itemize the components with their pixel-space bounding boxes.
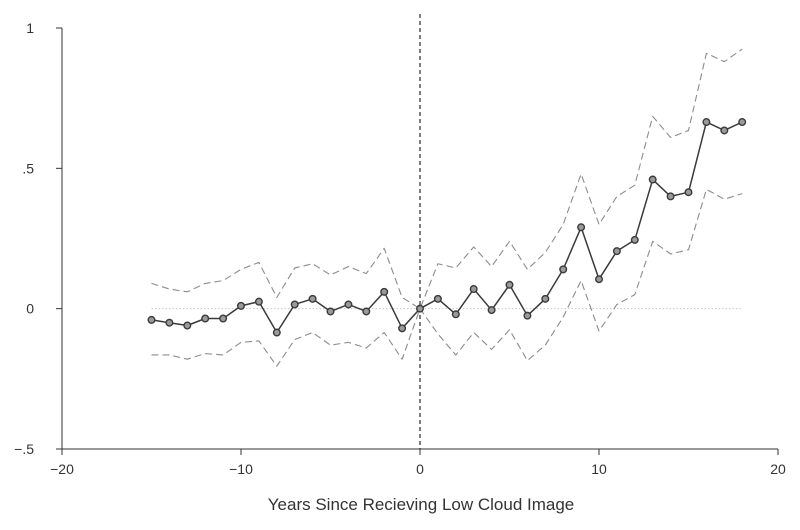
estimate-data-point — [433, 294, 442, 303]
estimate-data-point — [254, 297, 263, 306]
series-layer — [151, 48, 743, 367]
estimate-data-point — [147, 315, 156, 324]
y-tick-label: .5 — [22, 160, 34, 176]
y-tick-label: −.5 — [14, 441, 34, 457]
x-tick-label: 20 — [770, 461, 786, 477]
estimate-data-point — [666, 192, 675, 201]
x-axis-title: Years Since Recieving Low Cloud Image — [268, 495, 575, 514]
estimate-data-point — [630, 235, 639, 244]
estimate-data-point — [720, 126, 729, 135]
y-tick-label: 1 — [26, 20, 34, 36]
estimate-data-point — [326, 307, 335, 316]
estimate-data-point — [738, 118, 747, 127]
estimate-data-point — [219, 314, 228, 323]
estimate-data-point — [344, 300, 353, 309]
estimate-data-point — [487, 306, 496, 315]
x-tick-label: −10 — [229, 461, 253, 477]
x-tick-label: −20 — [50, 461, 74, 477]
estimate-data-point — [416, 304, 425, 313]
estimate-data-point — [702, 118, 711, 127]
estimate-data-point — [451, 310, 460, 319]
estimate-data-point — [183, 321, 192, 330]
estimate-data-point — [290, 300, 299, 309]
estimate-data-point — [612, 247, 621, 256]
estimate-data-point — [595, 275, 604, 284]
estimate-series-line — [151, 121, 743, 334]
axes-layer: −.5 0 .5 1 −20 −10 0 10 20 — [14, 20, 786, 477]
estimate-data-point — [469, 285, 478, 294]
estimate-data-point — [559, 265, 568, 274]
y-tick-label: 0 — [26, 301, 34, 317]
lower-bound-series-line — [151, 188, 743, 367]
upper-bound-series-line — [151, 48, 743, 310]
estimate-data-point — [380, 287, 389, 296]
estimate-data-point — [541, 294, 550, 303]
x-tick-label: 10 — [591, 461, 607, 477]
estimate-data-point — [236, 301, 245, 310]
estimate-data-point — [165, 318, 174, 327]
estimate-data-point — [398, 324, 407, 333]
estimate-data-point — [505, 280, 514, 289]
estimate-data-point — [648, 175, 657, 184]
estimate-data-point — [272, 328, 281, 337]
estimate-data-point — [684, 188, 693, 197]
estimate-data-point — [201, 314, 210, 323]
estimate-data-point — [308, 294, 317, 303]
x-tick-label: 0 — [416, 461, 424, 477]
markers-layer — [147, 118, 747, 337]
estimate-data-point — [577, 223, 586, 232]
estimate-data-point — [362, 307, 371, 316]
estimate-data-point — [523, 311, 532, 320]
reference-lines-layer — [151, 14, 743, 449]
